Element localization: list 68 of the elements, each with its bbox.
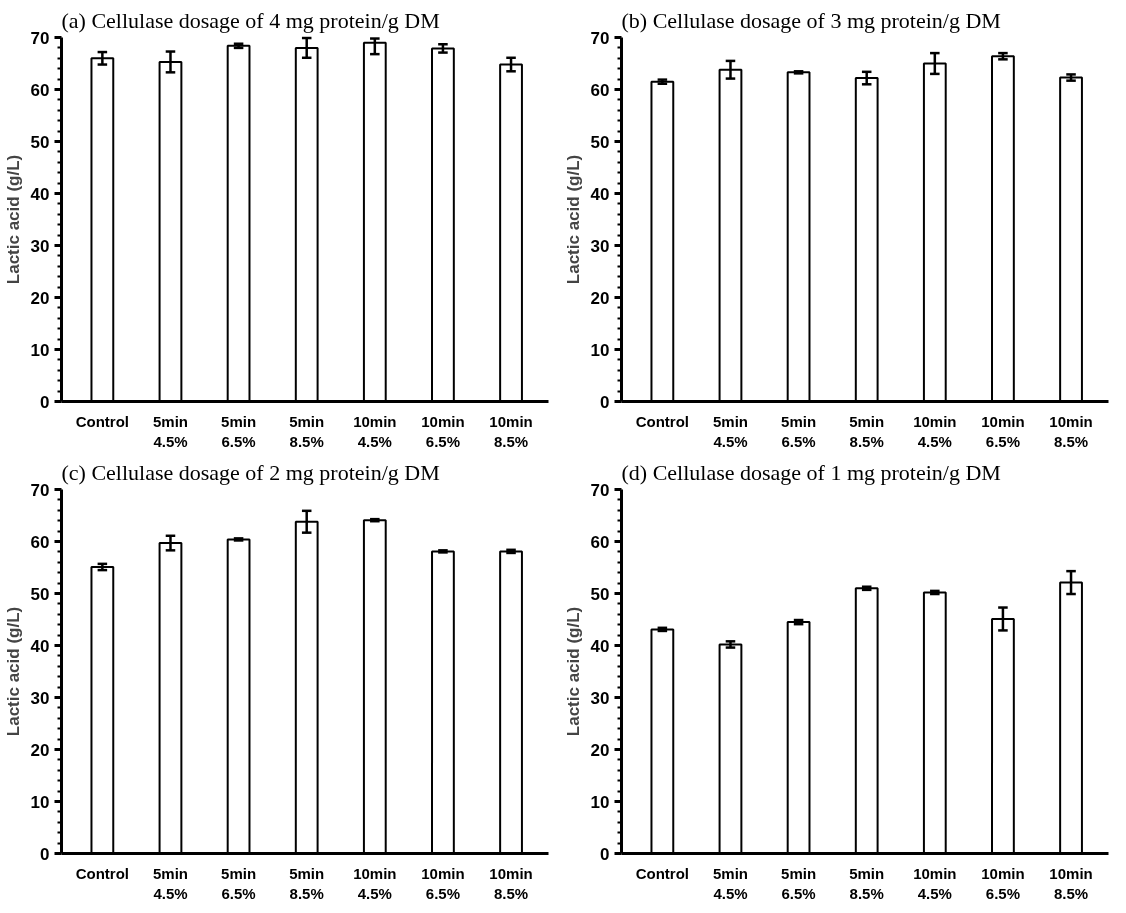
x-tick-label: 5min 4.5% xyxy=(712,864,748,902)
x-tick-label: 10min 6.5% xyxy=(421,864,465,902)
y-tick-label: 10 xyxy=(30,792,50,812)
y-tick-label: 50 xyxy=(30,584,50,604)
x-tick-label: Control xyxy=(635,412,690,430)
y-axis-title: Lactic acid (g/L) xyxy=(563,154,583,285)
x-tick-label: 5min 8.5% xyxy=(849,412,885,450)
y-tick-label: 60 xyxy=(590,80,610,100)
x-tick-label: 10min 4.5% xyxy=(353,864,397,902)
x-tick-label: 5min 4.5% xyxy=(152,864,188,902)
y-tick-label: 60 xyxy=(590,532,610,552)
x-tick-label: 5min 6.5% xyxy=(781,864,817,902)
y-tick-label: 50 xyxy=(30,132,50,152)
y-tick-label: 10 xyxy=(590,340,610,360)
y-tick-label: 50 xyxy=(590,584,610,604)
x-tick-label: 5min 8.5% xyxy=(289,412,325,450)
y-tick-label: 40 xyxy=(590,184,610,204)
y-tick-label: 20 xyxy=(30,288,50,308)
y-tick-label: 30 xyxy=(590,236,610,256)
y-tick-label: 10 xyxy=(590,792,610,812)
y-tick-label: 10 xyxy=(30,340,50,360)
x-tick-label: 10min 8.5% xyxy=(489,412,533,450)
y-tick-label: 60 xyxy=(30,80,50,100)
x-tick-label: 5min 8.5% xyxy=(289,864,325,902)
y-tick-label: 20 xyxy=(590,288,610,308)
x-tick-label: 10min 6.5% xyxy=(981,864,1025,902)
y-tick-label: 20 xyxy=(590,740,610,760)
x-tick-label: Control xyxy=(635,864,690,882)
y-tick-label: 20 xyxy=(30,740,50,760)
x-tick-label: 10min 6.5% xyxy=(421,412,465,450)
x-tick-label: Control xyxy=(75,864,130,882)
chart-title: (c) Cellulase dosage of 2 mg protein/g DM xyxy=(61,459,440,485)
x-tick-label: 5min 4.5% xyxy=(152,412,188,450)
y-tick-label: 70 xyxy=(590,28,610,48)
x-tick-label: 5min 8.5% xyxy=(849,864,885,902)
y-tick-label: 0 xyxy=(600,844,610,864)
x-tick-label: 10min 8.5% xyxy=(1049,864,1093,902)
y-tick-label: 70 xyxy=(30,28,50,48)
y-axis-title: Lactic acid (g/L) xyxy=(563,606,583,737)
y-tick-label: 30 xyxy=(30,236,50,256)
x-tick-label: 10min 8.5% xyxy=(1049,412,1093,450)
y-tick-label: 70 xyxy=(30,480,50,500)
y-tick-label: 50 xyxy=(590,132,610,152)
y-tick-label: 0 xyxy=(40,392,50,412)
chart-title: (a) Cellulase dosage of 4 mg protein/g DM xyxy=(61,7,440,33)
y-tick-label: 0 xyxy=(40,844,50,864)
x-tick-label: 10min 8.5% xyxy=(489,864,533,902)
x-tick-label: 10min 6.5% xyxy=(981,412,1025,450)
y-tick-label: 40 xyxy=(30,184,50,204)
y-tick-label: 70 xyxy=(590,480,610,500)
x-tick-label: 5min 6.5% xyxy=(221,412,257,450)
chart-title: (b) Cellulase dosage of 3 mg protein/g DM xyxy=(621,7,1001,33)
chart-title: (d) Cellulase dosage of 1 mg protein/g DM xyxy=(621,459,1001,485)
x-tick-label: 5min 4.5% xyxy=(712,412,748,450)
y-axis-title: Lactic acid (g/L) xyxy=(3,606,23,737)
y-tick-label: 0 xyxy=(600,392,610,412)
y-tick-label: 40 xyxy=(590,636,610,656)
x-tick-label: 10min 4.5% xyxy=(913,864,957,902)
x-tick-label: 5min 6.5% xyxy=(781,412,817,450)
y-tick-label: 60 xyxy=(30,532,50,552)
y-tick-label: 30 xyxy=(590,688,610,708)
x-tick-label: 10min 4.5% xyxy=(353,412,397,450)
x-tick-label: Control xyxy=(75,412,130,430)
x-tick-label: 10min 4.5% xyxy=(913,412,957,450)
y-tick-label: 30 xyxy=(30,688,50,708)
y-tick-label: 40 xyxy=(30,636,50,656)
y-axis-title: Lactic acid (g/L) xyxy=(3,154,23,285)
x-tick-label: 5min 6.5% xyxy=(221,864,257,902)
